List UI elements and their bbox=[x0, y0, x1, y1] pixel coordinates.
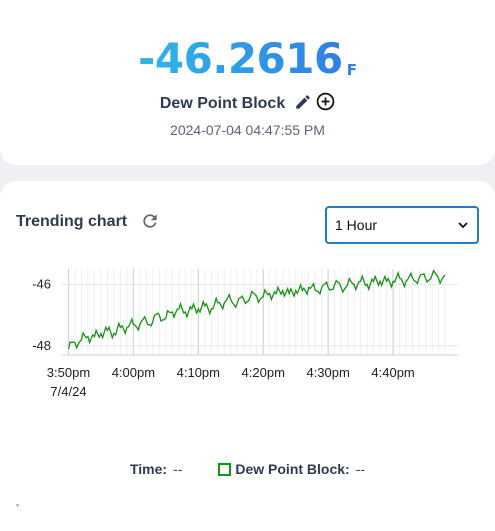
y-tick-label: -48 bbox=[32, 338, 51, 353]
x-tick-label: 3:50pm bbox=[47, 365, 90, 380]
pencil-icon[interactable] bbox=[294, 93, 312, 116]
time-range-value: 1 Hour bbox=[335, 217, 378, 233]
x-tick-label: 4:10pm bbox=[177, 365, 220, 380]
chevron-down-icon bbox=[458, 222, 468, 229]
legend-series-swatch bbox=[218, 463, 232, 476]
timestamp: 2024-07-04 04:47:55 PM bbox=[170, 122, 325, 138]
x-tick-label: 4:30pm bbox=[306, 365, 349, 380]
x-tick-label: 4:40pm bbox=[371, 365, 414, 380]
y-tick-label: -46 bbox=[32, 276, 51, 291]
chart-legend: Time: -- Dew Point Block: -- bbox=[0, 461, 495, 477]
time-range-select[interactable]: 1 Hour bbox=[325, 206, 479, 244]
current-value: -46.2616 bbox=[138, 34, 343, 83]
chart-title: Trending chart bbox=[16, 213, 128, 230]
trend-chart[interactable]: -46 -48 3:50pm 4:00pm 4:10pm 4:20pm 4:30pm 4:4… bbox=[0, 253, 495, 403]
sensor-name: Dew Point Block bbox=[159, 95, 286, 112]
x-tick-date-label: 7/4/24 bbox=[50, 384, 86, 399]
legend-series-label: Dew Point Block: bbox=[235, 461, 350, 477]
current-value-card: -46.2616 F Dew Point Block 2024-07-04 04:… bbox=[0, 0, 495, 165]
x-tick-label: 4:00pm bbox=[112, 365, 155, 380]
legend-time-value: -- bbox=[173, 461, 183, 477]
plus-circle-icon[interactable] bbox=[316, 92, 335, 116]
value-display: -46.2616 F bbox=[0, 34, 495, 83]
value-unit: F bbox=[346, 61, 357, 79]
footer-mark: ° bbox=[16, 503, 20, 512]
legend-time-label: Time: bbox=[129, 461, 168, 477]
sensor-name-row: Dew Point Block bbox=[0, 92, 495, 116]
x-tick-label: 4:20pm bbox=[242, 365, 285, 380]
trending-chart-card: Trending chart 1 Hour -46 -48 3:50pm 4:00p… bbox=[0, 181, 495, 531]
refresh-icon[interactable] bbox=[140, 211, 160, 236]
legend-series-value: -- bbox=[355, 461, 366, 477]
series-line-dew-point-block bbox=[67, 269, 446, 350]
